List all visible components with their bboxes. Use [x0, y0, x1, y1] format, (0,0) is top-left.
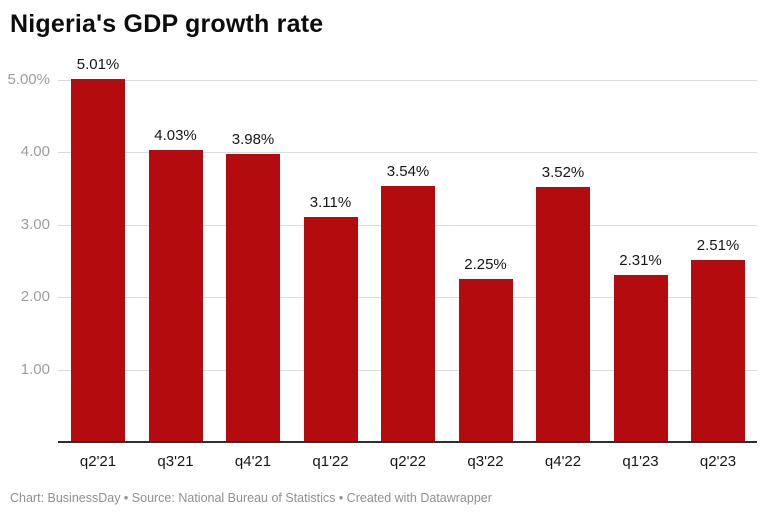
x-tick-label: q3'22: [467, 453, 504, 470]
bar-value-label: 3.11%: [309, 193, 352, 211]
bar: 2.31%: [613, 252, 668, 442]
bar-value-label: 3.54%: [386, 162, 430, 180]
bar: 5.01%: [71, 56, 125, 442]
y-tick-label: 2.00: [20, 288, 50, 306]
bar: 3.54%: [381, 163, 435, 442]
bar: 3.52%: [536, 164, 590, 442]
y-tick-label: 3.00: [20, 215, 50, 233]
bar: 2.25%: [458, 256, 513, 442]
x-tick-label: q4'22: [544, 453, 582, 470]
bar-cell: 3.98% q4'21: [226, 80, 280, 470]
bar-value-label: 2.25%: [464, 256, 507, 274]
bar-cell: 2.51% q2'23: [691, 80, 745, 470]
bar-cell: 4.03% q3'21: [148, 80, 203, 470]
bar: 4.03%: [148, 127, 203, 442]
bar-value-label: 5.01%: [76, 56, 120, 74]
x-tick-label: q1'22: [312, 453, 349, 470]
bar-cell: 2.31% q1'23: [613, 80, 668, 470]
x-tick-label: q2'21: [79, 453, 117, 470]
bar-cell: 3.11% q1'22: [303, 80, 358, 470]
gridline: 4.00: [21, 144, 757, 161]
bar: 2.51%: [691, 237, 745, 442]
bar-cell: 5.01% q2'21: [71, 56, 125, 470]
chart-title: Nigeria's GDP growth rate: [10, 10, 324, 38]
bar-value-label: 2.31%: [619, 251, 662, 269]
y-tick-label: 5.00%: [7, 71, 50, 89]
bars-layer: 5.01% q2'21 4.03% q3'21 3.98% q4'21 3.11% q1'22…: [71, 56, 745, 470]
y-tick-label: 1.00: [20, 360, 50, 378]
bar: 3.11%: [303, 194, 358, 442]
x-tick-label: q2'22: [389, 453, 427, 470]
gridline: 5.00%: [7, 71, 757, 88]
bar-cell: 3.52% q4'22: [536, 80, 590, 470]
y-tick-label: 4.00: [20, 143, 50, 161]
footer-credit: Chart: BusinessDay • Source: National Bu…: [10, 491, 492, 505]
x-tick-label: q1'23: [622, 453, 659, 470]
bar-cell: 3.54% q2'22: [381, 80, 435, 470]
bar-value-label: 3.98%: [231, 130, 275, 148]
x-axis-baseline: [58, 441, 757, 443]
x-tick-label: q3'21: [157, 453, 194, 470]
x-tick-label: q2'23: [699, 453, 737, 470]
plot-area: 5.00% 4.00 3.00 2.00 1.00 5.01% q2'21 4.03% q3'…: [7, 56, 757, 470]
x-tick-label: q4'21: [234, 453, 272, 470]
bar: 3.98%: [226, 131, 280, 442]
bar-cell: 2.25% q3'22: [458, 80, 513, 470]
bar-value-label: 3.52%: [541, 164, 585, 182]
bar-value-label: 2.51%: [696, 237, 740, 255]
bar-value-label: 4.03%: [154, 127, 197, 145]
